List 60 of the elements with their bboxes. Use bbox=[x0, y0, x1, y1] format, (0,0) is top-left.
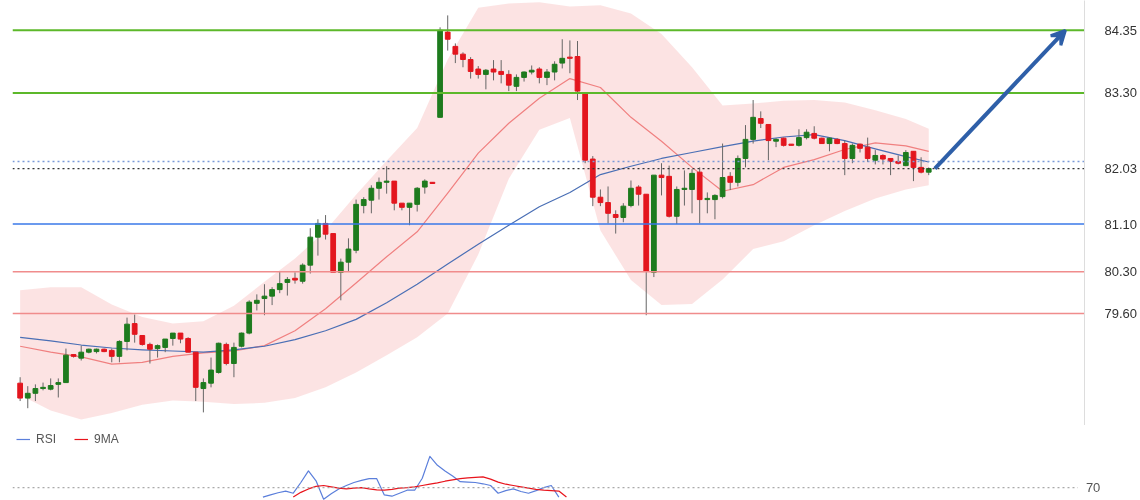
candlestick bbox=[719, 143, 726, 199]
candlestick bbox=[864, 137, 871, 163]
candlestick bbox=[544, 68, 550, 86]
candlestick bbox=[292, 271, 298, 285]
candlestick bbox=[734, 154, 741, 187]
y-tick-label: 82.03 bbox=[1104, 161, 1138, 177]
candlestick bbox=[147, 342, 153, 365]
candlestick bbox=[612, 209, 619, 235]
text: 70 bbox=[1085, 480, 1101, 496]
candlestick bbox=[841, 140, 848, 176]
candlestick bbox=[200, 377, 207, 413]
legend-label: RSI bbox=[36, 432, 57, 446]
candlestick bbox=[765, 123, 772, 161]
candlestick bbox=[483, 68, 489, 90]
candlestick bbox=[231, 342, 237, 378]
candlestick bbox=[24, 385, 31, 409]
candlestick bbox=[391, 180, 398, 211]
candlestick bbox=[605, 185, 611, 224]
candlestick bbox=[849, 143, 856, 164]
candlestick bbox=[689, 168, 695, 214]
candlestick bbox=[124, 317, 130, 351]
candlestick bbox=[635, 184, 642, 207]
candlestick bbox=[620, 202, 627, 223]
candlestick bbox=[880, 153, 886, 165]
candlestick bbox=[17, 376, 23, 402]
candlestick bbox=[910, 150, 917, 182]
y-tick-label: 80.30 bbox=[1104, 264, 1138, 280]
y-tick-label: 81.10 bbox=[1104, 216, 1138, 232]
candlestick bbox=[40, 382, 46, 391]
candlestick bbox=[559, 38, 566, 69]
candlestick bbox=[452, 42, 459, 64]
candlestick bbox=[376, 177, 382, 201]
candlestick bbox=[773, 137, 779, 148]
y-tick-label: 84.35 bbox=[1104, 22, 1138, 38]
candlestick bbox=[116, 339, 123, 363]
candlestick bbox=[299, 262, 306, 285]
candlestick bbox=[345, 237, 352, 272]
candlestick bbox=[261, 283, 268, 316]
candlestick bbox=[712, 193, 718, 220]
legend-label: 9MA bbox=[94, 432, 119, 446]
candlestick bbox=[796, 128, 802, 148]
candlestick bbox=[315, 218, 321, 257]
candlestick bbox=[284, 276, 291, 297]
y-tick-label: 83.30 bbox=[1104, 85, 1138, 101]
candlestick bbox=[55, 377, 62, 398]
y-tick-label: 79.60 bbox=[1104, 305, 1138, 321]
candlestick bbox=[551, 60, 558, 81]
candlestick bbox=[704, 191, 711, 214]
candlestick bbox=[208, 357, 214, 388]
candlestick bbox=[131, 314, 138, 344]
candlestick bbox=[269, 286, 275, 306]
candlestick bbox=[276, 270, 283, 294]
candlestick bbox=[505, 69, 512, 92]
candlestick bbox=[383, 165, 390, 195]
candlestick bbox=[223, 342, 230, 366]
candlestick bbox=[918, 156, 924, 174]
candlestick bbox=[628, 180, 634, 208]
candlestick bbox=[337, 258, 344, 301]
candlestick bbox=[460, 51, 466, 68]
candlestick bbox=[444, 14, 451, 52]
